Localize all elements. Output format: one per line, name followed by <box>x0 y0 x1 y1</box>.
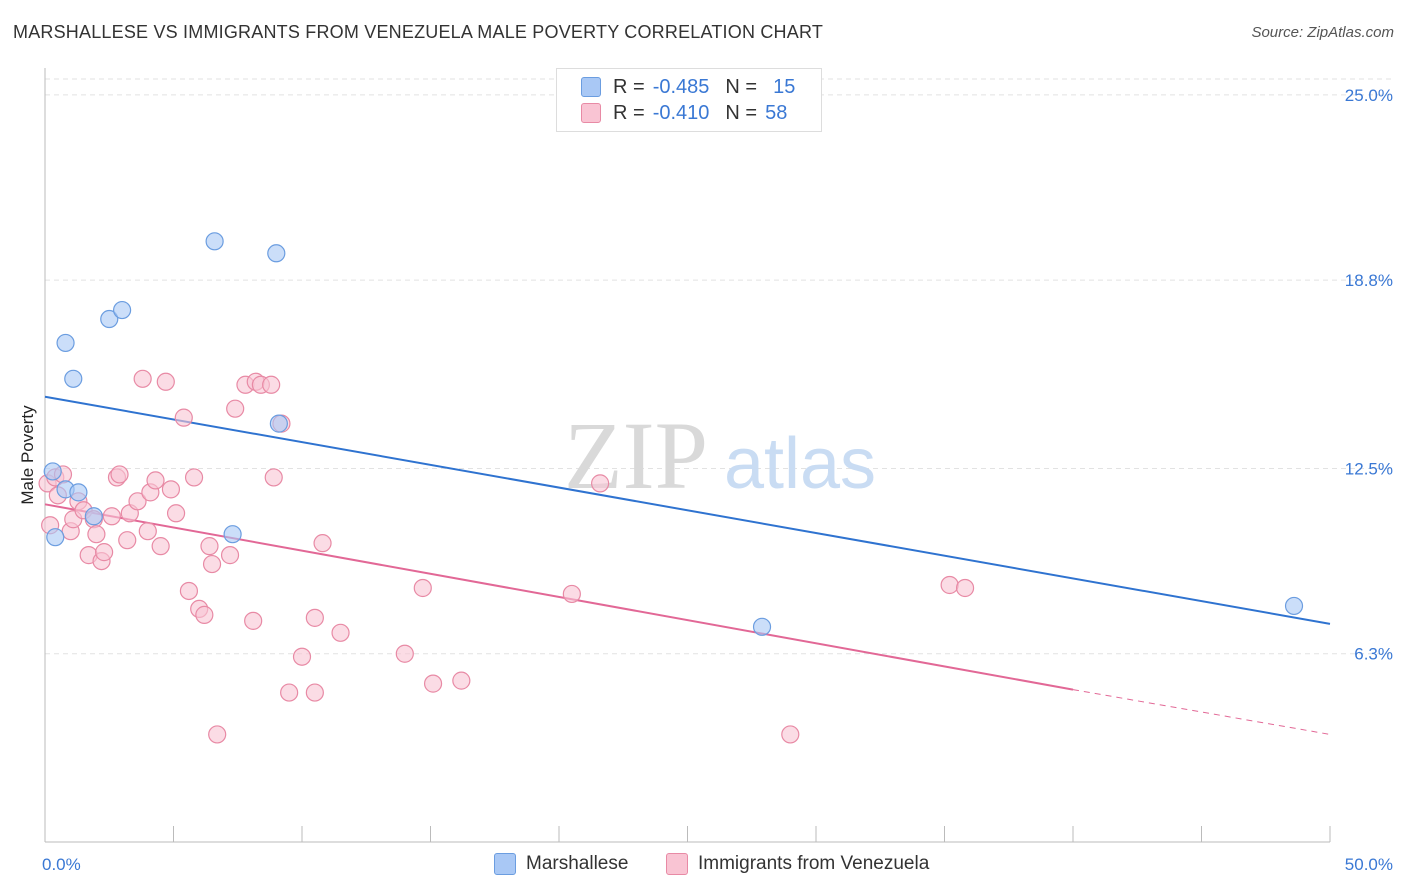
venezuela-point <box>200 537 219 556</box>
venezuela-trend-line <box>44 503 1074 691</box>
legend-swatch-pink <box>666 853 688 875</box>
venezuela-point <box>280 683 299 702</box>
marshallese-point <box>269 414 288 433</box>
correlation-legend: R = -0.485 N = 15 R = -0.410 N = 58 <box>556 68 822 132</box>
marshallese-point <box>64 369 83 388</box>
legend-n-value: 15 <box>773 75 796 98</box>
legend-label: Immigrants from Venezuela <box>698 853 930 874</box>
venezuela-point <box>87 525 106 544</box>
axes <box>44 68 1331 843</box>
bottom-legend-venezuela[interactable]: Immigrants from Venezuela <box>666 851 929 877</box>
venezuela-point <box>313 534 332 553</box>
venezuela-point <box>128 492 147 511</box>
watermark: ZIP atlas <box>564 402 876 509</box>
venezuela-point <box>244 611 263 630</box>
legend-n-label: N = <box>725 101 758 124</box>
venezuela-point <box>395 644 414 663</box>
marshallese-point <box>267 244 286 263</box>
legend-swatch-blue <box>581 77 601 97</box>
venezuela-point <box>110 465 129 484</box>
marshallese-point <box>43 462 62 481</box>
venezuela-point <box>292 647 312 666</box>
marshallese-point <box>100 309 119 329</box>
venezuela-point <box>179 581 199 601</box>
legend-row-venezuela: R = -0.410 N = 58 <box>581 101 787 125</box>
marshallese-point <box>56 333 75 353</box>
data-points <box>38 232 1304 744</box>
venezuela-point <box>940 575 959 595</box>
gridlines <box>45 78 1394 655</box>
legend-label: Marshallese <box>526 853 629 874</box>
venezuela-point <box>305 683 324 702</box>
venezuela-point <box>208 725 227 744</box>
legend-r-value: -0.410 <box>652 101 710 124</box>
marshallese-point <box>205 232 224 251</box>
venezuela-point <box>264 468 283 487</box>
y-tick-label: 6.3% <box>1354 645 1393 664</box>
marshallese-point <box>84 507 103 526</box>
source-label: Source: ZipAtlas.com <box>1251 24 1394 41</box>
venezuela-point <box>423 674 443 693</box>
x-tick-label: 50.0% <box>1345 855 1393 874</box>
venezuela-point <box>262 375 281 394</box>
venezuela-point <box>562 584 581 604</box>
venezuela-point <box>146 471 165 490</box>
venezuela-point <box>156 372 175 391</box>
venezuela-point <box>195 605 214 624</box>
venezuela-point <box>955 578 975 598</box>
venezuela-point <box>452 671 471 690</box>
trend-lines <box>44 395 1331 735</box>
venezuela-point <box>226 399 245 418</box>
y-tick-label: 25.0% <box>1345 86 1393 105</box>
marshallese-point <box>1284 596 1304 616</box>
legend-row-marshallese: R = -0.485 N = 15 <box>581 75 795 99</box>
venezuela-point <box>305 608 324 627</box>
venezuela-point <box>138 522 157 541</box>
marshallese-point <box>112 300 132 320</box>
venezuela-point <box>184 468 204 487</box>
venezuela-point <box>331 623 350 642</box>
legend-n-value: 58 <box>765 101 788 124</box>
venezuela-point <box>591 474 610 493</box>
venezuela-trend-extension <box>1072 689 1331 735</box>
legend-r-label: R = <box>613 101 645 124</box>
venezuela-point <box>166 504 186 523</box>
marshallese-trend-line <box>44 395 1331 625</box>
venezuela-point <box>102 507 121 526</box>
venezuela-point <box>95 543 114 562</box>
venezuela-point <box>202 554 222 574</box>
legend-r-value: -0.485 <box>652 75 710 98</box>
venezuela-point <box>413 578 432 598</box>
marshallese-point <box>46 528 65 547</box>
marshallese-point <box>69 483 88 502</box>
legend-n-label: N = <box>725 75 758 98</box>
venezuela-point <box>220 546 240 565</box>
watermark-atlas: atlas <box>724 424 876 504</box>
venezuela-point <box>133 369 152 388</box>
venezuela-point <box>118 531 137 550</box>
marshallese-point <box>752 617 772 636</box>
y-tick-label: 12.5% <box>1345 459 1393 478</box>
legend-swatch-pink <box>581 103 601 123</box>
watermark-zip: ZIP <box>564 402 708 509</box>
marshallese-point <box>223 525 242 544</box>
venezuela-point <box>151 537 170 556</box>
chart-title: MARSHALLESE VS IMMIGRANTS FROM VENEZUELA… <box>13 22 824 42</box>
y-tick-label: 18.8% <box>1345 271 1393 290</box>
x-tick-label: 0.0% <box>42 855 81 874</box>
venezuela-point <box>174 408 193 427</box>
venezuela-point <box>781 725 800 744</box>
legend-r-label: R = <box>613 75 645 98</box>
tick-labels: 6.3% 12.5% 18.8% 25.0% 0.0% 50.0% <box>42 86 1393 874</box>
venezuela-point <box>161 480 181 499</box>
legend-swatch-blue <box>494 853 516 875</box>
bottom-legend-marshallese[interactable]: Marshallese <box>494 851 628 877</box>
